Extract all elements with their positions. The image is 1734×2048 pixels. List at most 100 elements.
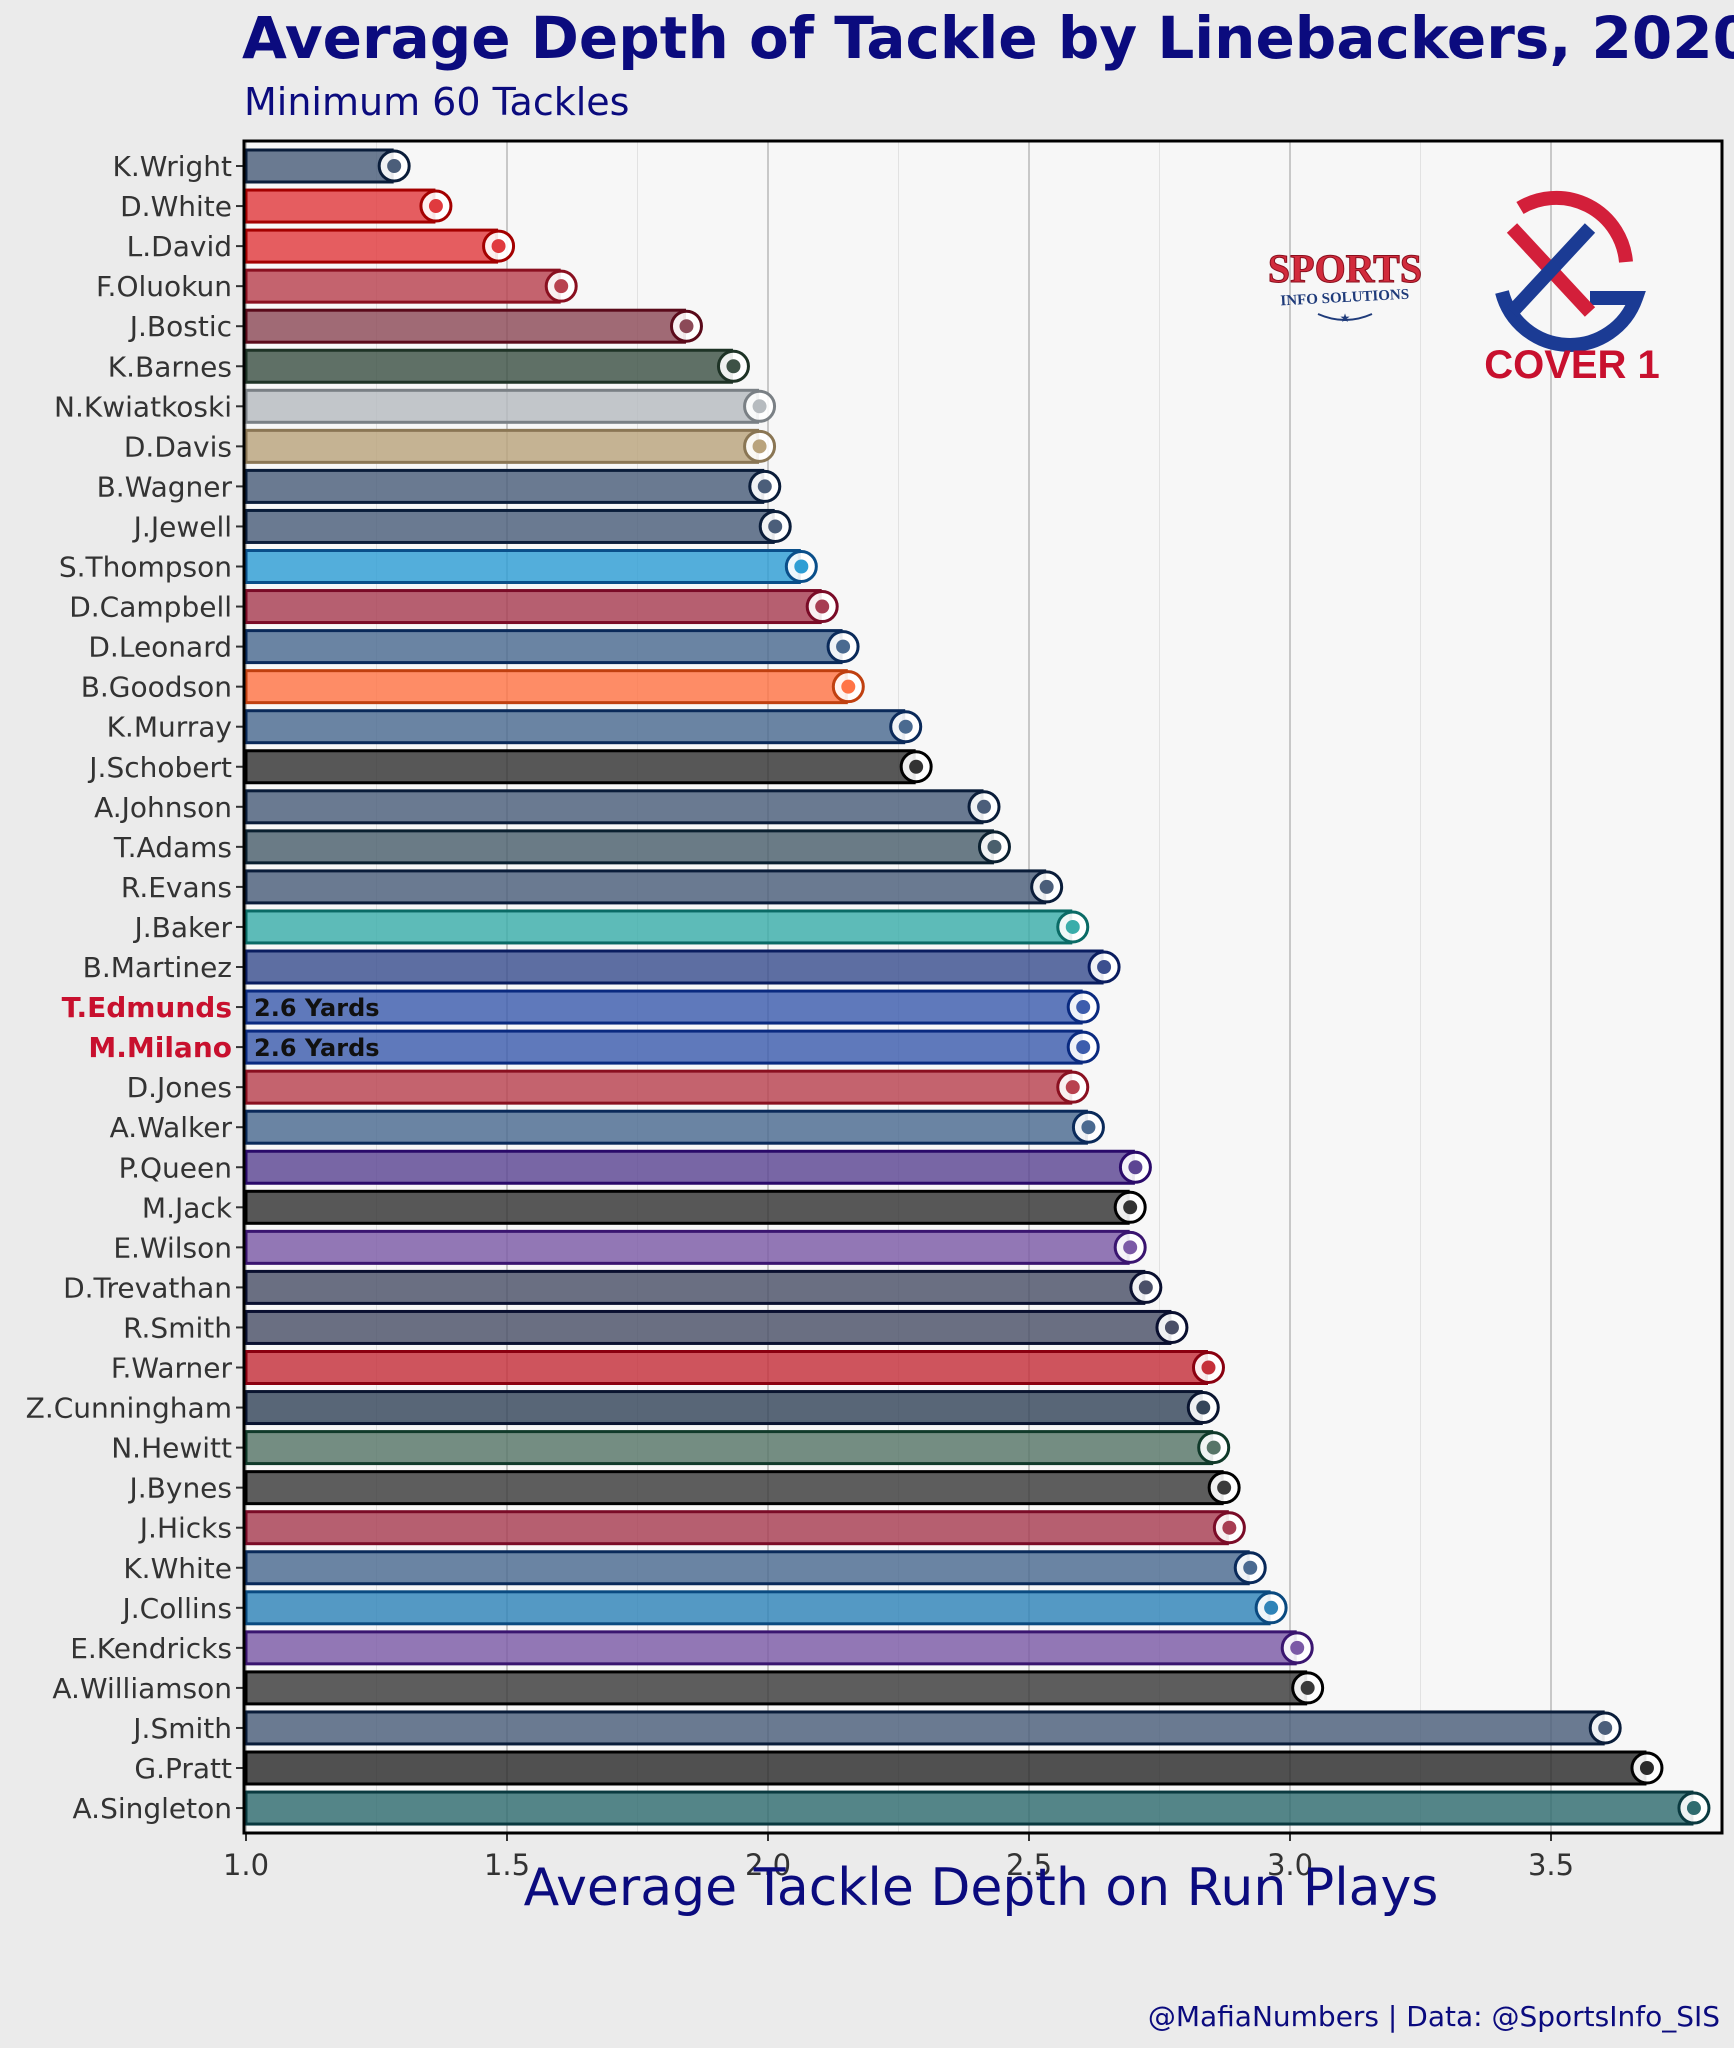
y-tick-label: J.Schobert bbox=[87, 751, 232, 784]
y-tick-label: M.Milano bbox=[88, 1031, 232, 1064]
y-tick-label: J.Hicks bbox=[138, 1512, 232, 1545]
y-tick-label: A.Johnson bbox=[94, 791, 232, 824]
y-tick-label: D.White bbox=[120, 190, 232, 223]
y-tick-label: A.Singleton bbox=[73, 1792, 233, 1825]
y-tick-label: D.Campbell bbox=[69, 591, 232, 624]
x-axis-label: Average Tackle Depth on Run Plays bbox=[523, 1858, 1439, 1918]
team-logo-mark bbox=[554, 279, 569, 294]
bar bbox=[244, 348, 733, 384]
bar bbox=[244, 1590, 1271, 1626]
svg-text:SPORTS: SPORTS bbox=[1268, 248, 1422, 291]
bar bbox=[244, 1510, 1229, 1546]
y-tick-label: J.Collins bbox=[120, 1592, 232, 1625]
team-logo-mark bbox=[841, 679, 856, 694]
y-tick-label: N.Kwiatkoski bbox=[54, 390, 232, 423]
team-logo-mark bbox=[1039, 879, 1054, 894]
y-tick-label: M.Jack bbox=[142, 1191, 233, 1224]
y-tick-label: J.Smith bbox=[131, 1712, 232, 1745]
team-logo-mark bbox=[1065, 919, 1080, 934]
bar bbox=[244, 1550, 1250, 1586]
bar bbox=[244, 1229, 1130, 1265]
y-tick-label: J.Bostic bbox=[128, 310, 232, 343]
bar bbox=[244, 749, 916, 785]
x-tick-label: 2.5 bbox=[1006, 1848, 1052, 1882]
y-tick-label: F.Oluokun bbox=[96, 270, 232, 303]
y-tick-label: D.Davis bbox=[124, 430, 232, 463]
bar bbox=[244, 1109, 1088, 1145]
y-tick-label: J.Jewell bbox=[132, 510, 232, 543]
y-tick-label: A.Walker bbox=[110, 1111, 233, 1144]
y-tick-label: B.Martinez bbox=[83, 951, 232, 984]
team-logo-mark bbox=[752, 399, 767, 414]
bar bbox=[244, 148, 394, 184]
y-tick-label: T.Adams bbox=[113, 831, 232, 864]
bar bbox=[244, 1189, 1130, 1225]
bar bbox=[244, 428, 760, 464]
credit-line: @MafiaNumbers | Data: @SportsInfo_SIS bbox=[1147, 2000, 1720, 2033]
team-logo-mark bbox=[679, 319, 694, 334]
team-logo-mark bbox=[1123, 1240, 1138, 1255]
team-logo-mark bbox=[1201, 1360, 1216, 1375]
team-logo-mark bbox=[768, 519, 783, 534]
team-logo-mark bbox=[491, 239, 506, 254]
bar bbox=[244, 629, 843, 665]
y-tick-label: R.Evans bbox=[121, 871, 232, 904]
y-tick-label: A.Williamson bbox=[52, 1672, 232, 1705]
bar bbox=[244, 1630, 1297, 1666]
svg-text:INFO SOLUTIONS: INFO SOLUTIONS bbox=[1280, 287, 1409, 310]
bar bbox=[244, 508, 775, 544]
team-logo-mark bbox=[428, 199, 443, 214]
y-tick-label: F.Warner bbox=[111, 1352, 233, 1385]
bar bbox=[244, 669, 848, 705]
x-tick-label: 2.0 bbox=[745, 1848, 791, 1882]
bar bbox=[244, 1350, 1208, 1385]
bar bbox=[244, 589, 822, 625]
team-logo-mark bbox=[1300, 1680, 1315, 1695]
y-tick-label: D.Trevathan bbox=[63, 1271, 232, 1304]
team-logo-mark bbox=[815, 599, 830, 614]
x-tick-label: 1.0 bbox=[223, 1848, 269, 1882]
bar bbox=[244, 1069, 1073, 1105]
bar bbox=[244, 268, 561, 304]
bar bbox=[244, 709, 906, 745]
team-logo-mark bbox=[909, 759, 924, 774]
bar bbox=[244, 949, 1104, 985]
bar bbox=[244, 829, 994, 865]
team-logo-mark bbox=[1138, 1280, 1153, 1295]
bar bbox=[244, 308, 686, 344]
bar-annotation: 2.6 Yards bbox=[254, 994, 380, 1022]
team-logo-mark bbox=[987, 839, 1002, 854]
team-logo-mark bbox=[1076, 1000, 1091, 1015]
cover-1-logo: COVER 1 bbox=[1484, 190, 1660, 387]
team-logo-mark bbox=[1639, 1761, 1654, 1775]
bar bbox=[244, 1029, 1083, 1065]
team-logo-mark bbox=[1243, 1560, 1258, 1575]
bar bbox=[244, 869, 1047, 905]
bar bbox=[244, 468, 765, 504]
y-tick-label: J.Baker bbox=[133, 911, 233, 944]
team-logo-mark bbox=[898, 719, 913, 734]
team-logo-mark bbox=[1290, 1640, 1305, 1655]
bar bbox=[244, 1790, 1694, 1826]
bar bbox=[244, 1390, 1203, 1426]
team-logo-mark bbox=[752, 439, 767, 454]
y-tick-label: K.Murray bbox=[107, 711, 232, 744]
y-tick-label: K.White bbox=[123, 1552, 232, 1585]
y-tick-label: J.Bynes bbox=[128, 1472, 233, 1505]
y-tick-label: S.Thompson bbox=[59, 551, 232, 584]
team-logo-mark bbox=[1076, 1040, 1091, 1055]
bar bbox=[244, 1430, 1214, 1466]
bar bbox=[244, 1309, 1172, 1345]
y-tick-label: N.Hewitt bbox=[111, 1432, 232, 1465]
sports-info-solutions-logo: SPORTS INFO SOLUTIONS ★ bbox=[1267, 248, 1422, 325]
team-logo-mark bbox=[1196, 1400, 1211, 1415]
y-tick-label: T.Edmunds bbox=[62, 991, 232, 1024]
y-tick-label: B.Wagner bbox=[97, 470, 233, 503]
bar bbox=[244, 1670, 1308, 1706]
bar-annotation: 2.6 Yards bbox=[254, 1034, 380, 1062]
team-logo-mark bbox=[1222, 1520, 1237, 1535]
team-logo-mark bbox=[1217, 1480, 1232, 1495]
x-tick-label: 1.5 bbox=[484, 1848, 530, 1882]
bar bbox=[244, 1710, 1605, 1746]
